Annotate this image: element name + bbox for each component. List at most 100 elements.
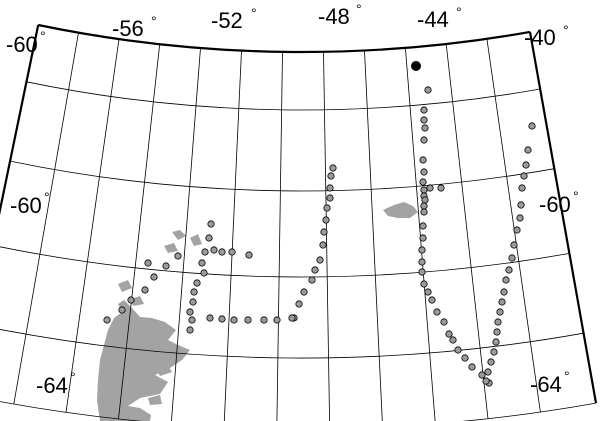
peninsula-island-3 [155,362,172,376]
float-observation [311,266,319,274]
latitude-line [10,160,555,192]
float-observation [326,184,334,192]
latitude-line [26,81,541,111]
peninsula-island-2 [128,296,144,306]
float-observation [228,248,236,256]
meridian-line [323,51,330,421]
float-observation [420,168,428,176]
float-observation [327,172,335,180]
float-track [103,86,536,387]
meridian-line [364,50,383,421]
peninsula-island-1 [118,280,132,292]
float-observation [502,276,510,284]
lat-label-left-64s-degree: ° [70,369,76,385]
lat-label-right-64s: -64 [530,372,562,397]
float-observation [141,286,149,294]
peninsula-island-4 [148,395,162,405]
float-observation [510,241,518,249]
lon-label-56w: -56 [112,16,144,41]
meridian-line [276,51,283,421]
meridian-line [445,43,489,419]
float-observation [300,288,308,296]
float-observation [487,358,495,366]
float-observation [420,136,428,144]
float-observation [517,201,525,209]
float-observation [316,256,324,264]
lon-label-40w-degree: ° [563,22,569,38]
lat-label-left-60s-degree: ° [44,189,50,205]
float-observation [424,288,432,296]
float-observation [245,251,253,259]
float-observation [418,268,426,276]
float-observation [150,273,158,281]
float-observation [440,318,448,326]
map-frame-side [0,24,40,216]
float-observation [210,246,218,254]
meridian-line [171,47,201,421]
lon-label-52w-degree: ° [251,5,257,21]
float-observation [528,122,536,130]
float-observation [445,330,453,338]
float-observation [326,194,334,202]
float-observation [200,269,208,277]
lon-label-56w-degree: ° [151,13,157,29]
float-observation [424,86,432,94]
float-observation [323,204,331,212]
float-observation [420,186,428,194]
float-observation [522,161,530,169]
south-shetland-fragment-2 [164,243,178,253]
float-observation [419,178,427,186]
right-latitude-labels: -60 ° -64 ° [530,188,579,397]
float-observation [244,316,252,324]
float-observation [482,377,490,385]
south-orkney-islands [383,202,418,218]
float-observation [493,328,501,336]
float-observation [449,336,457,344]
south-shetland-fragment-3 [190,234,202,246]
top-longitude-labels: -60 ° -56 ° -52 ° -48 ° -44 ° -40 ° [6,1,569,57]
latitude-line [0,246,570,278]
lon-label-40w: -40 [524,25,556,50]
float-observation [420,106,428,114]
float-observation [468,363,476,371]
float-observation [419,222,427,230]
float-observation [516,214,524,222]
float-observation [513,226,521,234]
float-observation [118,306,126,314]
lon-label-44w: -44 [417,7,449,32]
float-observation [420,208,428,216]
float-observation [478,371,486,379]
float-observation [320,228,328,236]
float-observation [218,248,226,256]
float-observation [461,354,469,362]
float-observation [484,368,492,376]
float-observation [198,259,206,267]
float-observation [144,259,152,267]
float-observation [218,315,226,323]
float-observation [490,348,498,356]
float-observation [420,202,428,210]
float-observation [295,300,303,308]
map-frame-top [37,23,531,54]
float-observation [186,308,194,316]
antarctic-peninsula [97,300,190,421]
float-observation [418,246,426,254]
float-observation [419,156,427,164]
float-observation [437,184,445,192]
float-observation [428,296,436,304]
lon-label-60w: -60 [6,32,38,57]
float-observation [492,338,500,346]
meridian-line [486,38,541,413]
float-observation [260,316,268,324]
lat-label-left-64s: -64 [36,373,68,398]
float-observation [186,326,194,334]
meridian-line [223,50,242,421]
float-observation [174,252,182,260]
lon-label-48w-degree: ° [356,1,362,17]
lon-label-60w-degree: ° [40,28,46,44]
float-observation [319,241,327,249]
float-observation [518,184,526,192]
float-observation [127,296,135,304]
float-observation [421,196,429,204]
